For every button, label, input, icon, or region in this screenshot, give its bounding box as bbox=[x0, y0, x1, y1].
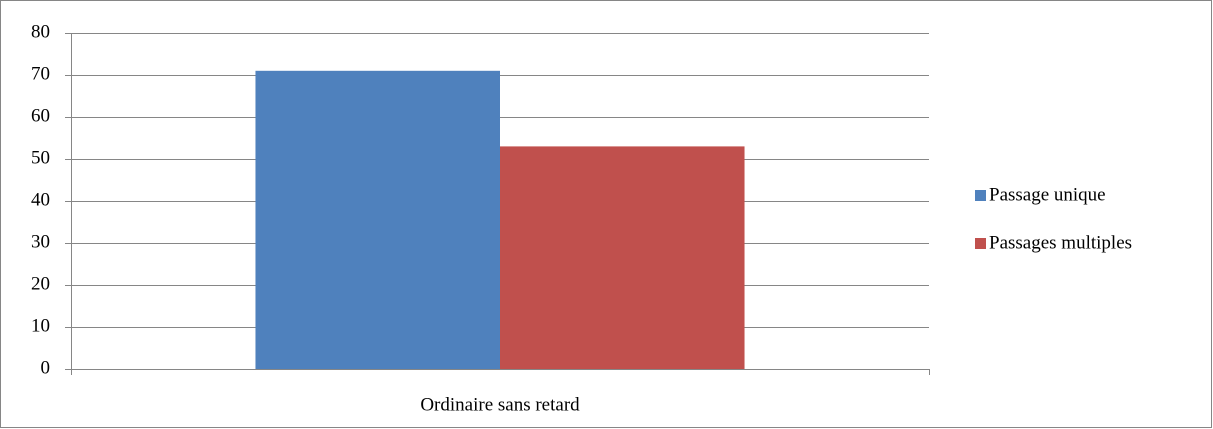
y-tick-label: 60 bbox=[31, 105, 50, 126]
y-tick-label: 20 bbox=[31, 273, 50, 294]
y-tick-label: 0 bbox=[41, 357, 51, 378]
legend-swatch bbox=[975, 190, 986, 201]
y-tick-label: 40 bbox=[31, 189, 50, 210]
bar bbox=[255, 70, 500, 370]
legend-swatch bbox=[975, 238, 986, 249]
bar bbox=[500, 146, 745, 369]
legend-label: Passages multiples bbox=[989, 232, 1132, 253]
y-tick-label: 50 bbox=[31, 147, 50, 168]
y-tick-label: 80 bbox=[31, 21, 50, 42]
y-tick-label: 10 bbox=[31, 315, 50, 336]
legend-label: Passage unique bbox=[989, 184, 1106, 205]
y-tick-label: 70 bbox=[31, 63, 50, 84]
y-tick-label: 30 bbox=[31, 231, 50, 252]
x-tick-label: Ordinaire sans retard bbox=[420, 394, 580, 415]
